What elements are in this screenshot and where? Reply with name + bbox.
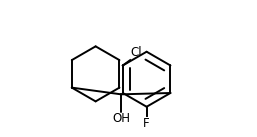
Text: OH: OH xyxy=(112,112,130,125)
Text: F: F xyxy=(143,117,150,130)
Text: Cl: Cl xyxy=(131,46,142,59)
